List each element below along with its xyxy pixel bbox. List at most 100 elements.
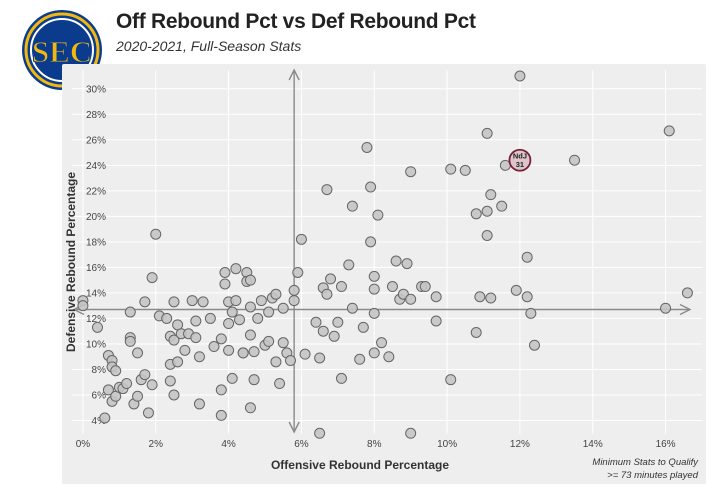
data-point: [521, 291, 533, 303]
data-point: [237, 347, 249, 359]
data-point: [368, 347, 380, 359]
qualify-note: Minimum Stats to Qualify >= 73 minutes p…: [592, 456, 698, 482]
data-point: [332, 316, 344, 328]
data-point: [445, 374, 457, 386]
data-point: [168, 296, 180, 308]
data-point: [295, 233, 307, 245]
data-point: [244, 274, 256, 286]
data-point: [365, 236, 377, 248]
data-point: [215, 384, 227, 396]
data-point: [660, 302, 672, 314]
data-point: [310, 316, 322, 328]
data-point: [226, 306, 238, 318]
data-point: [481, 205, 493, 217]
data-point: [121, 378, 133, 390]
data-point: [383, 351, 395, 363]
data-point: [132, 390, 144, 402]
data-point: [146, 379, 158, 391]
data-point: [335, 372, 347, 384]
data-point: [321, 288, 333, 300]
data-point: [368, 283, 380, 295]
data-point: [663, 125, 675, 137]
data-point: [474, 291, 486, 303]
data-point: [124, 335, 136, 347]
arrow-up: [288, 68, 300, 81]
x-tick-label: 0%: [76, 439, 91, 450]
data-point: [219, 267, 231, 279]
data-point: [405, 427, 417, 439]
data-point: [132, 347, 144, 359]
data-point: [405, 166, 417, 178]
data-point: [528, 339, 540, 351]
data-point: [481, 229, 493, 241]
data-point: [77, 300, 89, 312]
data-point: [161, 312, 173, 324]
data-point: [219, 278, 231, 290]
data-point: [325, 273, 337, 285]
data-point: [299, 348, 311, 360]
y-tick-label: 16%: [86, 263, 106, 274]
data-point: [204, 312, 216, 324]
data-point: [372, 209, 384, 221]
data-point: [430, 315, 442, 327]
data-point: [186, 295, 198, 307]
data-point: [172, 356, 184, 368]
highlight-point: [508, 148, 532, 172]
data-point: [248, 346, 260, 358]
data-point: [470, 326, 482, 338]
data-point: [223, 344, 235, 356]
y-tick-label: 22%: [86, 186, 106, 197]
x-tick-label: 14%: [583, 439, 603, 450]
y-tick-label: 8%: [92, 365, 107, 376]
x-tick-label: 2%: [149, 439, 164, 450]
highlight-label-number: 31: [516, 160, 524, 169]
data-point: [226, 372, 238, 384]
y-tick-label: 6%: [92, 390, 107, 401]
data-point: [343, 259, 355, 271]
reference-lines: [72, 68, 692, 434]
data-point: [215, 409, 227, 421]
y-tick-label: 10%: [86, 339, 106, 350]
data-point: [328, 330, 340, 342]
data-point: [357, 321, 369, 333]
data-point: [430, 291, 442, 303]
data-point: [346, 302, 358, 314]
data-point: [270, 356, 282, 368]
y-tick-label: 26%: [86, 135, 106, 146]
data-point: [263, 306, 275, 318]
data-point: [346, 200, 358, 212]
data-point: [274, 378, 286, 390]
data-point: [142, 407, 154, 419]
qualify-note-line1: Minimum Stats to Qualify: [592, 457, 698, 468]
data-point: [244, 329, 256, 341]
data-point: [405, 293, 417, 305]
data-point: [365, 181, 377, 193]
data-point: [139, 296, 151, 308]
data-point: [215, 333, 227, 345]
logo-text: SEC: [32, 34, 92, 69]
data-point: [445, 163, 457, 175]
data-point: [168, 389, 180, 401]
y-tick-label: 24%: [86, 161, 106, 172]
data-point: [569, 154, 581, 166]
y-tick-label: 18%: [86, 237, 106, 248]
y-tick-label: 20%: [86, 212, 106, 223]
data-point: [230, 295, 242, 307]
data-point: [179, 344, 191, 356]
data-point: [164, 375, 176, 387]
data-point: [208, 341, 220, 353]
data-point: [146, 272, 158, 284]
chart-subtitle: 2020-2021, Full-Season Stats: [116, 38, 302, 54]
data-point: [230, 263, 242, 275]
data-point: [314, 352, 326, 364]
data-point: [510, 284, 522, 296]
data-point: [197, 296, 209, 308]
tick-labels: 0% 2% 4% 6% 8% 10% 12% 14% 16% 4% 6% 8% 10% 12% 14% 16%…: [76, 84, 676, 450]
data-point: [124, 306, 136, 318]
x-tick-label: 4%: [221, 439, 236, 450]
data-point: [168, 334, 180, 346]
data-point: [335, 281, 347, 293]
data-point: [244, 402, 256, 414]
